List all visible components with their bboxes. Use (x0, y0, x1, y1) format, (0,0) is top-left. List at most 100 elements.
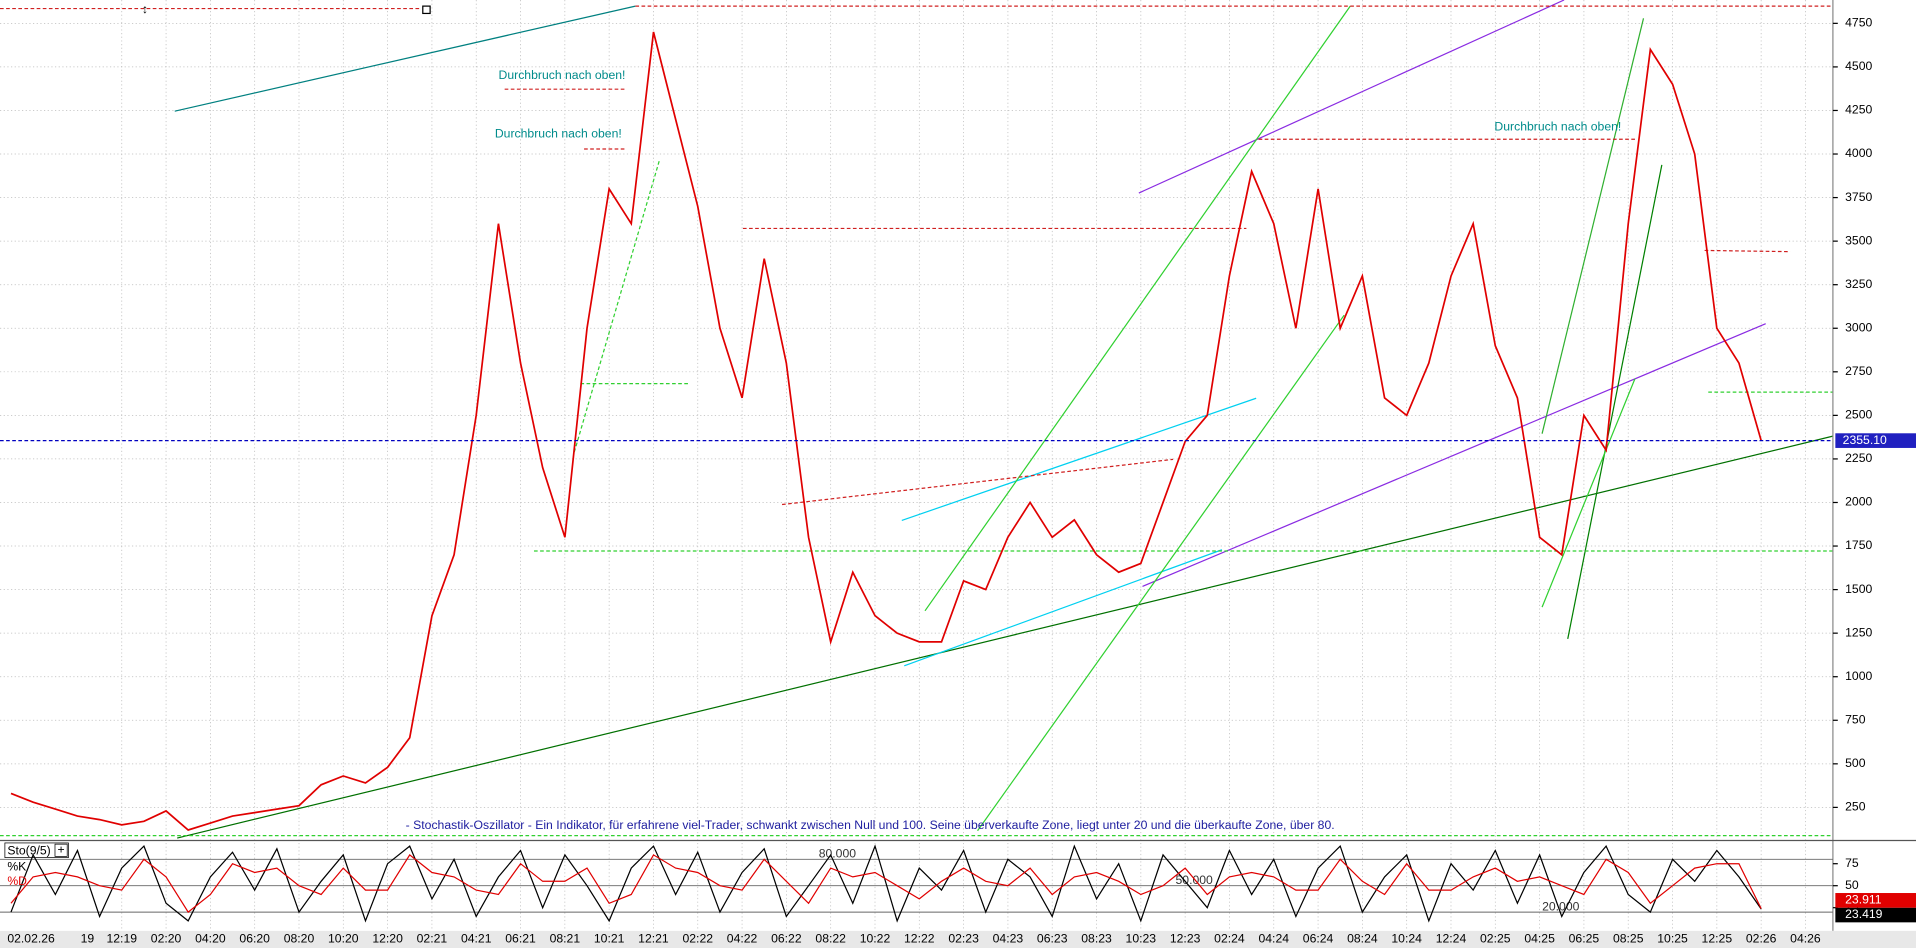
x-tick-label: 02:22 (682, 932, 713, 946)
last-price: 2355.10 (1843, 433, 1887, 447)
x-tick-label: 02:26 (1746, 932, 1777, 946)
y-tick-label: 500 (1845, 756, 1866, 770)
x-tick-label: 06:24 (1303, 932, 1334, 946)
y-tick-label: 2500 (1845, 408, 1872, 422)
x-tick-label: 06:23 (1037, 932, 1068, 946)
price-axis (1832, 0, 1916, 931)
plot: 250 500 750 1000 1250 1500 1750 2000 2250 2500 275… (0, 16, 1916, 946)
trend-line (977, 314, 1345, 832)
x-tick-label: 08:20 (284, 932, 315, 946)
x-tick-label: 08:21 (550, 932, 581, 946)
y-tick-label: 4000 (1845, 146, 1872, 160)
x-tick-label: 06:21 (505, 932, 536, 946)
note: - Stochastik-Oszillator - Ein Indikator,… (406, 818, 1335, 832)
x-tick-label: 12:23 (1170, 932, 1201, 946)
x-tick-label: 04:24 (1258, 932, 1289, 946)
y-tick-label: 4750 (1845, 16, 1872, 30)
y-tick-label: 4500 (1845, 59, 1872, 73)
x-tick-label: 12:25 (1702, 932, 1733, 946)
indicator-tag (4, 842, 69, 858)
legend-entry: %K (7, 860, 26, 874)
x-tick-label: 08:24 (1347, 932, 1378, 946)
x-tick-label: 10:22 (860, 932, 891, 946)
x-tick-label: 04:22 (727, 932, 758, 946)
value-box (1835, 907, 1916, 923)
trend-line (904, 549, 1223, 667)
y-tick-label: 3750 (1845, 190, 1872, 204)
legend-entry: %D (7, 874, 27, 888)
x-tick-label: 08:25 (1613, 932, 1644, 946)
last-value: 23.911 (1845, 893, 1882, 907)
value-box (1835, 893, 1916, 908)
annotation: Durchbruch nach oben! (1494, 119, 1621, 133)
trend-line (1567, 164, 1663, 640)
x-tick-label: 12:21 (638, 932, 669, 946)
trend-line (174, 5, 636, 112)
x-tick-label: 02:20 (151, 932, 182, 946)
resistance-line (781, 458, 1174, 506)
x-tick-label: 02:24 (1214, 932, 1245, 946)
level-label: 20.000 (1542, 899, 1580, 913)
trend-line (1541, 18, 1645, 434)
annotation: Durchbruch nach oben! (495, 127, 622, 141)
x-tick-label: 08:23 (1081, 932, 1112, 946)
y-tick-label: 2750 (1845, 364, 1872, 378)
y-tick-label: 2000 (1845, 495, 1872, 509)
y-tick-label: 1000 (1845, 669, 1872, 683)
x-tick-label: 02:23 (948, 932, 979, 946)
x-extra-label: 02.02.26 (7, 932, 55, 946)
price-box (1835, 433, 1916, 448)
x-tick-label: 06:20 (239, 932, 270, 946)
x-tick-label: 12:22 (904, 932, 935, 946)
expand-icon[interactable]: + (58, 842, 65, 856)
trend-line (177, 435, 1834, 839)
y-tick-label: 75 (1845, 856, 1859, 870)
y-tick-label: 3000 (1845, 320, 1872, 334)
price-line (10, 31, 1763, 831)
stoch-line (10, 844, 1762, 923)
annotation: Durchbruch nach oben! (499, 68, 626, 82)
level-label: 50.000 (1176, 873, 1214, 887)
x-tick-label: 10:24 (1391, 932, 1422, 946)
last-value: 23.419 (1845, 907, 1883, 921)
x-tick-label: 08:22 (815, 932, 846, 946)
trend-line (1541, 378, 1636, 608)
x-tick-label: 06:25 (1569, 932, 1600, 946)
trend-line (1142, 323, 1766, 587)
x-tick-label: 04:20 (195, 932, 226, 946)
x-tick-label: 02:21 (417, 932, 448, 946)
y-tick-label: 1500 (1845, 582, 1872, 596)
x-tick-label: 04:26 (1790, 932, 1821, 946)
x-tick-label: 10:25 (1657, 932, 1688, 946)
y-tick-label: 2250 (1845, 451, 1872, 465)
x-tick-label: 12:20 (372, 932, 403, 946)
x-tick-label: 12:24 (1436, 932, 1467, 946)
x-tick-label: 10:20 (328, 932, 359, 946)
x-tick-label: 12:19 (106, 932, 137, 946)
y-tick-label: 1750 (1845, 538, 1872, 552)
y-tick-label: 750 (1845, 712, 1866, 726)
level-label: 80.000 (819, 847, 857, 861)
trend-line (901, 397, 1257, 522)
y-tick-label: 3500 (1845, 233, 1872, 247)
y-tick-label: 4250 (1845, 103, 1872, 117)
square-icon (422, 5, 431, 15)
x-tick-label: 10:21 (594, 932, 625, 946)
trend-line (1138, 0, 1565, 194)
x-extra-label: 19 (81, 932, 95, 946)
resistance-line (1704, 249, 1791, 253)
y-tick-label: 1250 (1845, 625, 1872, 639)
expand-button[interactable] (54, 843, 68, 857)
cursor-icon: ↕ (142, 2, 148, 16)
stoch-line (10, 854, 1762, 913)
x-tick-label: 04:21 (461, 932, 492, 946)
trend-line (924, 5, 1351, 612)
grid (0, 0, 1833, 930)
trend-lines (0, 0, 1834, 839)
x-tick-label: 04:25 (1524, 932, 1555, 946)
x-tick-label: 10:23 (1126, 932, 1157, 946)
x-tick-label: 04:23 (993, 932, 1024, 946)
x-tick-label: 06:22 (771, 932, 802, 946)
x-axis-strip (0, 930, 1916, 948)
